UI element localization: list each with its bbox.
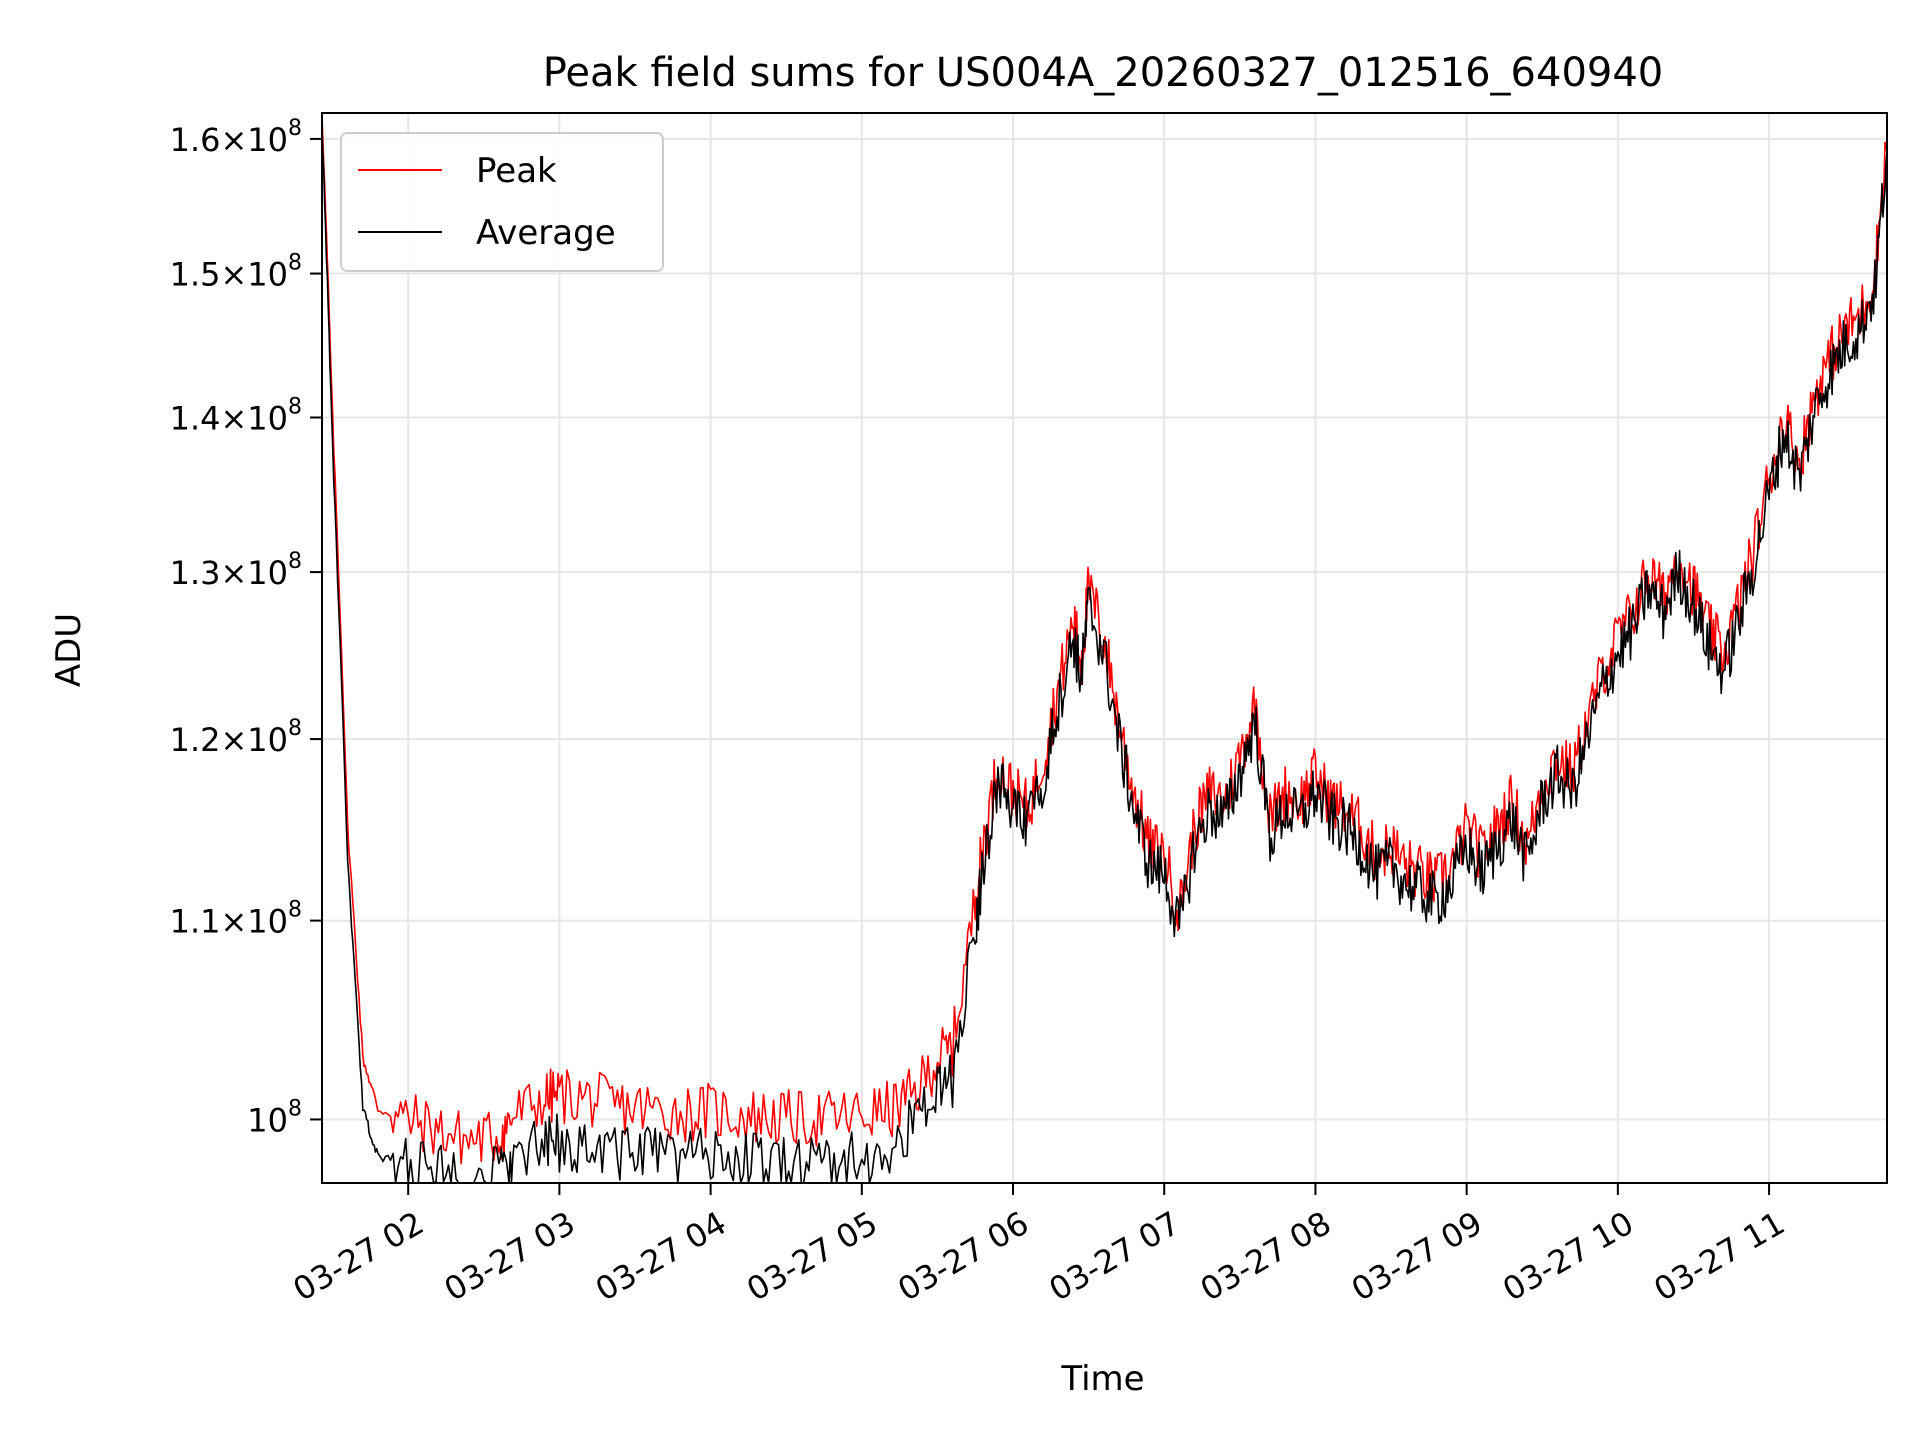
legend-box [340,132,664,272]
y-tick-label: 1.1×108 [170,898,302,941]
series-layer [321,115,1888,1184]
y-tick-label: 108 [247,1096,302,1139]
series-line-average [321,129,1888,1184]
grid-layer [322,113,1887,1183]
plot-frame [321,112,1888,1184]
y-tick-label: 1.6×108 [170,116,302,159]
y-tick-label: 1.2×108 [170,716,302,759]
legend-average-label: Average [476,213,616,253]
y-tick-label: 1.3×108 [170,549,302,592]
legend: Peak Average [340,132,664,272]
y-tick-layer: 108 1.1×108 1.2×108 1.3×108 1.4×108 1.5×108 1.… [170,116,322,1139]
chart-title: Peak field sums for US004A_20260327_0125… [543,50,1664,96]
y-tick-label: 1.5×108 [170,251,302,294]
y-tick-label: 1.4×108 [170,394,302,437]
x-axis-label: Time [1060,1359,1144,1399]
legend-peak-label: Peak [476,151,557,191]
y-axis-label: ADU [49,613,89,687]
